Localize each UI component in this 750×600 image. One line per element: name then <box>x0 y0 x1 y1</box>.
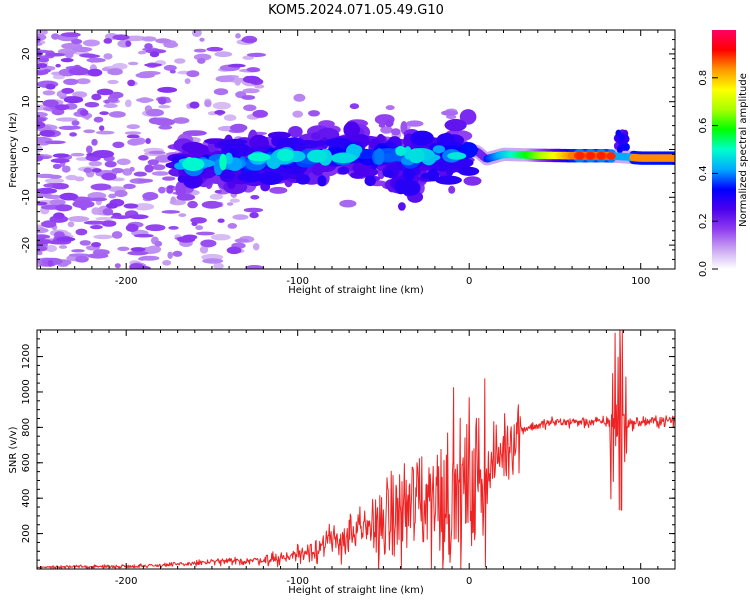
x-tick-label: -200 <box>115 276 138 287</box>
snr-panel: -200 -100 0 100 200 400 600 800 1000 1200 Height … <box>8 329 676 596</box>
colorbar-tick-label: 0.0 <box>698 261 709 277</box>
x-tick-label: 0 <box>466 576 472 587</box>
snr-axes: -200 -100 0 100 200 400 600 800 1000 1200 <box>21 329 676 587</box>
colorbar-tick-label: 0.4 <box>698 165 709 181</box>
snr-xlabel: Height of straight line (km) <box>288 585 424 596</box>
x-tick-label: -100 <box>286 276 309 287</box>
spectrogram-image <box>37 30 675 269</box>
y-tick-label: 0 <box>21 146 32 152</box>
snr-frame <box>36 329 676 570</box>
colorbar-tick-label: 0.6 <box>698 118 709 134</box>
x-tick-label: 0 <box>466 276 472 287</box>
colorbar: 0.0 0.2 0.4 0.6 0.8 Normalized spectral ampl… <box>698 30 749 277</box>
snr-ylabel: SNR (v/v) <box>8 426 19 473</box>
colorbar-gradient <box>712 30 736 269</box>
spectrogram-xlabel: Height of straight line (km) <box>288 285 424 296</box>
y-tick-label: 800 <box>21 418 32 437</box>
colorbar-tick-label: 0.2 <box>698 213 709 229</box>
figure-title: KOM5.2024.071.05.49.G10 <box>268 3 444 18</box>
y-tick-label: 1000 <box>21 379 32 404</box>
snr-series-line <box>37 330 675 569</box>
y-tick-label: 10 <box>21 95 32 108</box>
x-tick-label: -200 <box>115 576 138 587</box>
x-tick-label: 100 <box>631 276 650 287</box>
colorbar-label: Normalized spectral amplitude <box>738 73 749 227</box>
y-tick-label: 600 <box>21 453 32 472</box>
y-tick-label: 20 <box>21 48 32 61</box>
spectrogram-ylabel: Frequency (Hz) <box>8 112 19 188</box>
y-tick-label: 200 <box>21 524 32 543</box>
x-tick-label: -100 <box>286 576 309 587</box>
y-tick-label: 1200 <box>21 344 32 369</box>
colorbar-axis: 0.0 0.2 0.4 0.6 0.8 <box>698 70 718 277</box>
y-tick-label: 400 <box>21 489 32 508</box>
y-tick-label: -10 <box>21 189 32 205</box>
y-tick-label: -20 <box>21 237 32 253</box>
colorbar-tick-label: 0.8 <box>698 70 709 86</box>
x-tick-label: 100 <box>631 576 650 587</box>
